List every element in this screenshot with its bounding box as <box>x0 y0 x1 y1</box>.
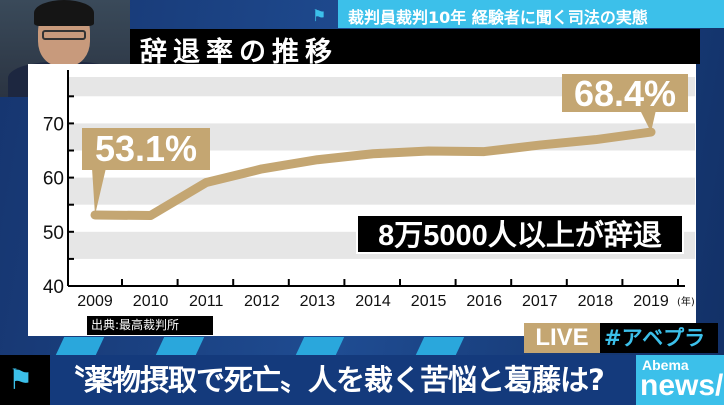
y-tick-label: 50 <box>43 223 64 244</box>
chart-title-bar: 辞退率の推移 <box>130 29 700 68</box>
y-tick-label: 40 <box>43 277 64 298</box>
data-point <box>205 181 208 184</box>
x-tick-label: 2013 <box>300 293 336 310</box>
source-label: 出典:最高裁判所 <box>87 316 213 335</box>
x-tick-label: 2012 <box>244 293 280 310</box>
x-tick-label: 2009 <box>77 293 113 310</box>
x-tick-label: 2015 <box>411 293 447 310</box>
x-tick-label: 2011 <box>189 293 224 310</box>
x-tick-label: 2016 <box>466 293 502 310</box>
end-value-callout: 68.4% <box>562 74 688 114</box>
topic-text: 裁判員裁判10年 経験者に聞く司法の実態 <box>348 8 648 27</box>
callout-pointer <box>92 168 106 215</box>
ticker-headline: 〝薬物摂取で死亡〟人を裁く苦悩と葛藤は? <box>56 363 605 397</box>
live-badge: LIVE <box>524 323 600 353</box>
x-tick-label: 2018 <box>578 293 614 310</box>
abema-news-logo: Abema news/ <box>636 355 724 405</box>
logo-line2: news/ <box>640 369 724 402</box>
data-point <box>260 167 263 170</box>
flag-icon: ⚑ <box>8 363 34 396</box>
ticker-bar <box>0 355 724 405</box>
x-tick-label: 2017 <box>522 293 558 310</box>
ticker-flag: ⚑ <box>0 355 50 405</box>
flag-icon: ⚑ <box>312 6 327 25</box>
data-point <box>483 150 486 153</box>
x-tick-label: 2010 <box>133 293 169 310</box>
x-tick-label: 2019 <box>633 293 669 310</box>
grid-band <box>68 77 695 97</box>
start-value-callout: 53.1% <box>82 128 210 170</box>
y-tick-label: 60 <box>43 169 64 190</box>
topic-banner: 裁判員裁判10年 経験者に聞く司法の実態 <box>338 0 724 28</box>
grid-band <box>68 177 695 205</box>
chart-title: 辞退率の推移 <box>140 37 338 68</box>
x-unit-label: (年) <box>677 295 695 308</box>
callout-pointer <box>640 110 656 133</box>
data-point <box>316 158 319 161</box>
decline-count-note: 8万5000人以上が辞退 <box>356 214 684 254</box>
data-point <box>372 152 374 155</box>
data-point <box>538 144 541 147</box>
x-tick-label: 2014 <box>355 293 391 310</box>
logo-line1: Abema <box>642 357 689 373</box>
data-point <box>149 214 152 217</box>
data-point <box>427 150 430 153</box>
hashtag-label: #アベプラ <box>600 323 718 353</box>
y-tick-label: 70 <box>43 114 64 135</box>
data-point <box>594 138 597 141</box>
